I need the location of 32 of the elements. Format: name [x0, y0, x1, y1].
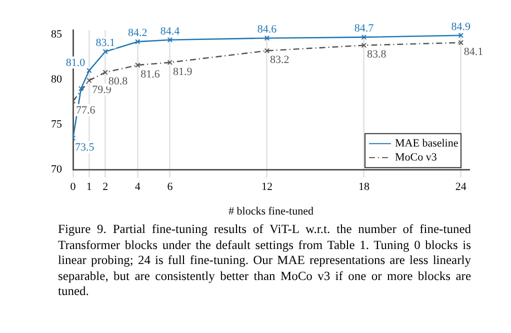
data-label: 84.6: [257, 23, 278, 36]
data-label: 77.6: [76, 104, 96, 117]
data-label: 84.4: [160, 25, 180, 38]
x-tick-label: 24: [455, 181, 467, 194]
legend-label: MoCo v3: [395, 151, 438, 164]
x-tick-label: 4: [134, 181, 141, 194]
y-tick-label: 70: [51, 163, 62, 176]
data-label: 81.9: [172, 66, 193, 78]
x-tick-label: 2: [102, 181, 108, 194]
x-tick-label: 1: [86, 181, 92, 194]
data-label: 84.9: [451, 20, 472, 33]
y-tick-label: 85: [51, 28, 62, 40]
y-tick-label: 75: [51, 118, 62, 130]
x-tick-label: 18: [358, 181, 370, 194]
legend-label: MAE baseline: [395, 137, 458, 150]
data-label: 79.9: [92, 84, 112, 96]
caption: Figure 9. Partial fine-tuning results of ViT-L w.r.t. the number of fine-tuned Transformer blocks under the default settings from Table 1. Tuning 0 blocks is linear probing; 24 is full fine-tuning. Our MAE representations are less linearly separable, but are consistently better than MoCo v3 if one or more blocks are tuned.: [58, 222, 471, 300]
data-label: 83.8: [366, 48, 387, 61]
data-label: 81.0: [66, 56, 86, 69]
data-label: 83.2: [270, 54, 290, 66]
data-label: 84.2: [128, 27, 148, 40]
x-axis-title: # blocks fine-tuned: [228, 205, 314, 218]
x-tick-label: 0: [70, 181, 76, 194]
data-label: 83.1: [96, 37, 115, 50]
data-label: 73.5: [75, 141, 95, 154]
y-tick-label: 80: [51, 73, 62, 86]
x-tick-label: 6: [167, 181, 174, 194]
data-label: 81.6: [140, 68, 160, 81]
data-label: 80.8: [108, 76, 128, 88]
x-tick-label: 12: [261, 181, 272, 194]
data-label: 84.7: [354, 22, 374, 35]
data-label: 84.1: [464, 46, 484, 58]
